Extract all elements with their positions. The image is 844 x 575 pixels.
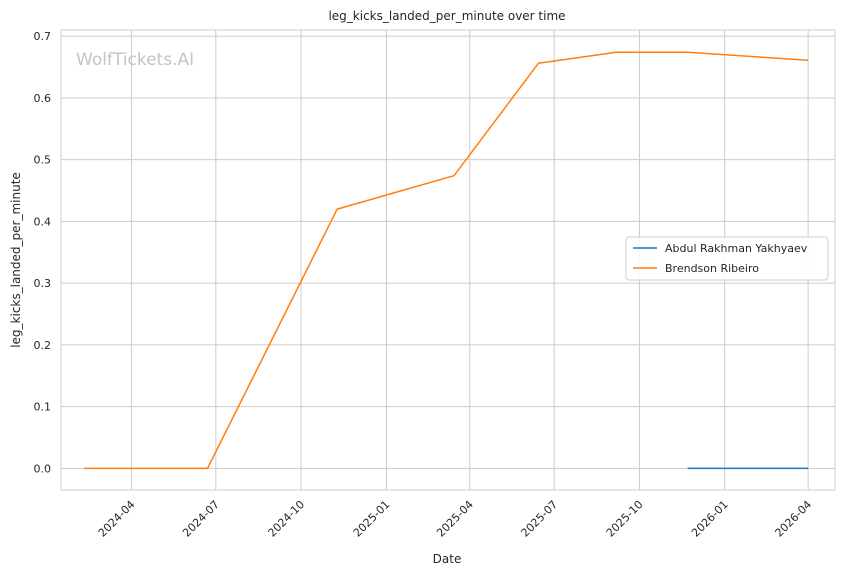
y-tick-label: 0.2 [34,339,52,352]
x-tick-label: 2024-10 [266,498,308,540]
y-tick-label: 0.3 [34,277,52,290]
legend-box [625,236,829,281]
y-axis-ticks: 0.0 0.1 0.2 0.3 0.4 0.5 0.6 0.7 [34,30,52,475]
x-tick-label: 2024-07 [180,498,222,540]
y-tick-label: 0.0 [34,462,52,475]
x-tick-label: 2025-04 [434,498,476,540]
chart-title: leg_kicks_landed_per_minute over time [328,9,565,23]
legend-label-abdul-rakhman-yakhyaev: Abdul Rakhman Yakhyaev [665,242,808,255]
watermark: WolfTickets.AI [76,50,194,70]
x-tick-label: 2025-07 [519,498,561,540]
x-axis-label: Date [433,552,462,566]
y-axis-label: leg_kicks_landed_per_minute [9,172,23,348]
y-tick-label: 0.1 [34,401,52,414]
y-tick-label: 0.6 [34,92,52,105]
series-lines [84,51,809,470]
y-tick-label: 0.7 [34,30,52,43]
x-tick-label: 2026-04 [773,498,815,540]
x-tick-label: 2024-04 [96,498,138,540]
x-tick-label: 2025-10 [604,498,646,540]
y-tick-label: 0.5 [34,154,52,167]
x-axis-ticks: 2024-04 2024-07 2024-10 2025-01 2025-04 2025-… [96,498,814,540]
legend: Abdul Rakhman Yakhyaev Brendson Ribeiro [625,236,829,281]
plot-area-frame [60,29,836,491]
legend-label-brendson-ribeiro: Brendson Ribeiro [665,262,759,275]
series-line-brendson-ribeiro [84,51,809,470]
grid [61,30,835,490]
x-tick-label: 2025-01 [351,498,393,540]
y-tick-label: 0.4 [34,215,52,228]
x-tick-label: 2026-01 [689,498,731,540]
